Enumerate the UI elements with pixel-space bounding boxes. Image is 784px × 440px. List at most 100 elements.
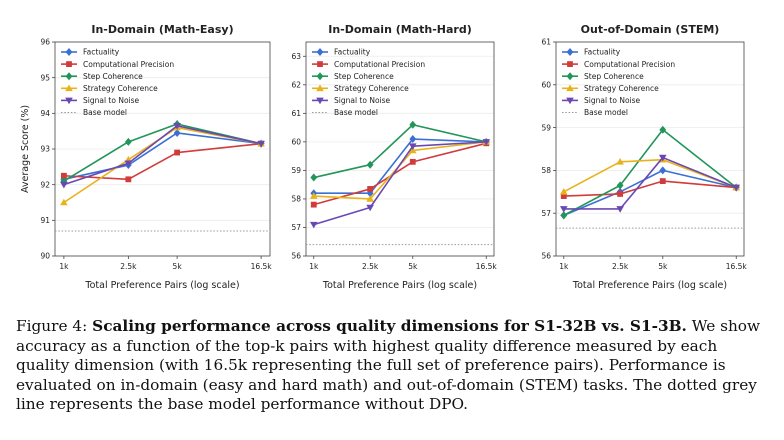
chart-panel-1: 90 91 92 93 94 95 96 1k 2.5k 5k 16.5k In-Domain (Ma…: [20, 23, 272, 291]
y-tick-label: 94: [40, 109, 50, 118]
x-tick-label: 1k: [59, 262, 69, 271]
series-line: [313, 138, 487, 195]
y-tick-label: 56: [291, 252, 301, 261]
y-tick-label: 59: [541, 123, 551, 132]
x-tick-label: 1k: [309, 262, 319, 271]
data-point: [257, 140, 265, 148]
x-tick-label: 16.5k: [726, 262, 748, 271]
legend-label: Base model: [584, 108, 628, 117]
y-tick-label: 59: [291, 166, 301, 175]
y-tick-label: 56: [541, 252, 551, 261]
data-point: [124, 137, 132, 146]
y-tick-label: 58: [541, 166, 551, 175]
data-point: [409, 135, 417, 144]
data-point: [309, 192, 318, 199]
series-line: [63, 142, 262, 181]
y-tick-label: 60: [291, 138, 301, 147]
chart-panel-3: 56 57 58 59 60 61 1k 2.5k 5k 16.5k Out-of-Domain (…: [541, 23, 747, 291]
series-line: [63, 125, 262, 186]
plot-frame: [305, 41, 495, 257]
y-tick-label: 61: [291, 109, 301, 118]
y-tick-label: 63: [291, 52, 301, 61]
y-tick-label: 57: [541, 209, 551, 218]
data-point: [659, 178, 666, 184]
data-point: [409, 120, 417, 129]
legend-marker: [317, 61, 323, 67]
data-point: [310, 201, 317, 208]
data-point: [366, 160, 374, 169]
figure-panels: 90 91 92 93 94 95 96 1k 2.5k 5k 16.5k In-Domain (Ma…: [20, 23, 747, 291]
legend-marker: [65, 48, 73, 56]
data-point: [60, 181, 68, 189]
y-axis-label: Average Score (%): [20, 105, 31, 193]
data-point: [616, 158, 624, 165]
data-point: [560, 193, 567, 199]
chart-title: In-Domain (Math-Hard): [328, 23, 472, 36]
y-tick-label: 58: [291, 195, 301, 204]
series-line: [563, 158, 737, 193]
y-tick-label: 57: [291, 223, 301, 232]
legend-marker: [65, 72, 73, 81]
legend-marker: [66, 61, 72, 67]
data-point: [124, 160, 133, 168]
data-point: [408, 143, 417, 150]
data-point: [366, 189, 374, 198]
legend-label: Computational Precision: [334, 60, 425, 69]
legend-marker: [567, 61, 573, 67]
y-tick-label: 92: [40, 180, 50, 189]
legend-marker: [316, 84, 324, 92]
legend-label: Step Coherence: [584, 72, 644, 81]
data-point: [409, 158, 416, 165]
data-point: [559, 188, 568, 195]
legend-label: Factuality: [334, 48, 371, 57]
data-point: [173, 123, 181, 130]
y-tick-label: 96: [40, 38, 50, 47]
y-tick-label: 60: [541, 81, 551, 90]
series-line: [313, 141, 487, 200]
chart-title: Out-of-Domain (STEM): [581, 23, 720, 36]
data-point: [659, 166, 667, 175]
legend-label: Step Coherence: [334, 72, 394, 81]
x-axis-label: Total Preference Pairs (log scale): [322, 280, 477, 291]
x-axis-label: Total Preference Pairs (log scale): [84, 280, 239, 291]
y-tick-label: 61: [541, 38, 551, 47]
legend-marker: [566, 72, 574, 81]
series-line: [563, 156, 737, 210]
legend-label: Signal to Noise: [584, 96, 641, 105]
x-tick-label: 5k: [173, 262, 183, 271]
legend-label: Strategy Coherence: [334, 84, 409, 93]
legend-label: Factuality: [83, 48, 120, 57]
y-tick-label: 62: [291, 81, 301, 90]
x-tick-label: 5k: [408, 262, 418, 271]
legend-marker: [65, 84, 73, 92]
chart-title: In-Domain (Math-Easy): [91, 23, 233, 36]
legend-marker: [566, 97, 574, 105]
series-line: [563, 128, 737, 217]
y-tick-label: 93: [40, 145, 50, 154]
legend-marker: [65, 97, 73, 105]
series-line: [63, 126, 262, 204]
x-tick-label: 2.5k: [362, 262, 379, 271]
caption-bold: Scaling performance across quality dimen…: [92, 317, 687, 335]
data-point: [366, 195, 374, 202]
data-point: [309, 221, 318, 229]
x-tick-label: 16.5k: [251, 262, 273, 271]
data-point: [732, 184, 741, 192]
x-axis-label: Total Preference Pairs (log scale): [572, 280, 727, 291]
x-tick-label: 1k: [559, 262, 569, 271]
series-line: [63, 123, 262, 182]
data-point: [173, 128, 181, 137]
series-line: [313, 142, 487, 206]
series-line: [313, 141, 487, 226]
x-tick-label: 2.5k: [120, 262, 137, 271]
series-line: [563, 180, 737, 197]
legend-marker: [566, 84, 574, 92]
chart-panel-2: 56 57 58 59 60 61 62 63 1k 2.5k 5k 16.5k In-Domain (…: [291, 23, 497, 291]
legend-marker: [316, 48, 324, 56]
data-point: [659, 125, 667, 134]
data-point: [616, 181, 624, 190]
data-point: [482, 139, 491, 146]
data-point: [366, 204, 374, 212]
series-line: [563, 169, 737, 217]
legend-label: Computational Precision: [83, 60, 174, 69]
